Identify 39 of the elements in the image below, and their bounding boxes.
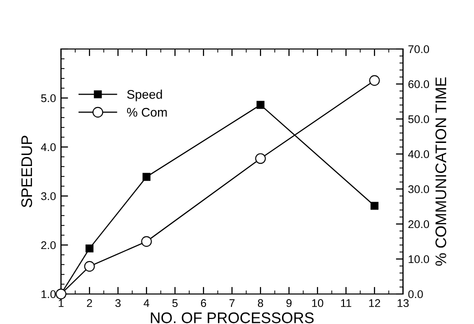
y2-tick-label: 40.0 <box>408 150 430 158</box>
y2-tick-label: 10.0 <box>408 255 430 264</box>
legend-label: % Com <box>127 108 167 117</box>
y-tick-label: 5.0 <box>41 94 56 102</box>
y2-tick-label: 60.0 <box>408 80 430 88</box>
y2-tick-label: 30.0 <box>408 185 430 194</box>
y-tick-label: 2.0 <box>41 241 56 250</box>
x-tick-label: 4 <box>144 299 150 307</box>
point <box>370 202 378 210</box>
x-tick-label: 11 <box>341 299 352 307</box>
point <box>141 236 152 247</box>
point <box>256 100 264 109</box>
point <box>369 75 380 86</box>
x-tick-label: 6 <box>200 299 206 308</box>
y2-axis-title: % COMMUNICATION TIME <box>435 77 446 266</box>
point <box>142 172 150 181</box>
y-axis-title: SPEEDUP <box>21 136 32 208</box>
legend-label: Speed <box>127 90 162 102</box>
x-tick-label: 1 <box>58 299 64 307</box>
y2-tick-label: 20.0 <box>408 220 430 228</box>
point <box>84 261 95 272</box>
y2-tick-label: 0.0 <box>408 290 423 298</box>
x-tick-label: 8 <box>258 299 264 308</box>
point <box>255 153 266 164</box>
x-tick-label: 5 <box>172 299 178 308</box>
x-tick-label: 13 <box>398 299 409 308</box>
x-tick-label: 2 <box>86 299 92 307</box>
x-tick-label: 9 <box>286 299 292 308</box>
x-tick-label: 7 <box>229 299 235 307</box>
y2-tick-label: 50.0 <box>408 115 430 124</box>
x-tick-label: 10 <box>312 299 324 308</box>
y-tick-label: 3.0 <box>41 192 56 200</box>
y-tick-label: 4.0 <box>40 143 56 152</box>
x-tick-label: 3 <box>115 299 121 308</box>
x-tick-label: 12 <box>369 299 380 307</box>
y-tick-label: 1.0 <box>42 290 56 298</box>
point <box>86 244 94 252</box>
x-axis-title: NO. OF PROCESSORS <box>150 312 314 324</box>
y2-tick-label: 70.0 <box>408 45 430 54</box>
